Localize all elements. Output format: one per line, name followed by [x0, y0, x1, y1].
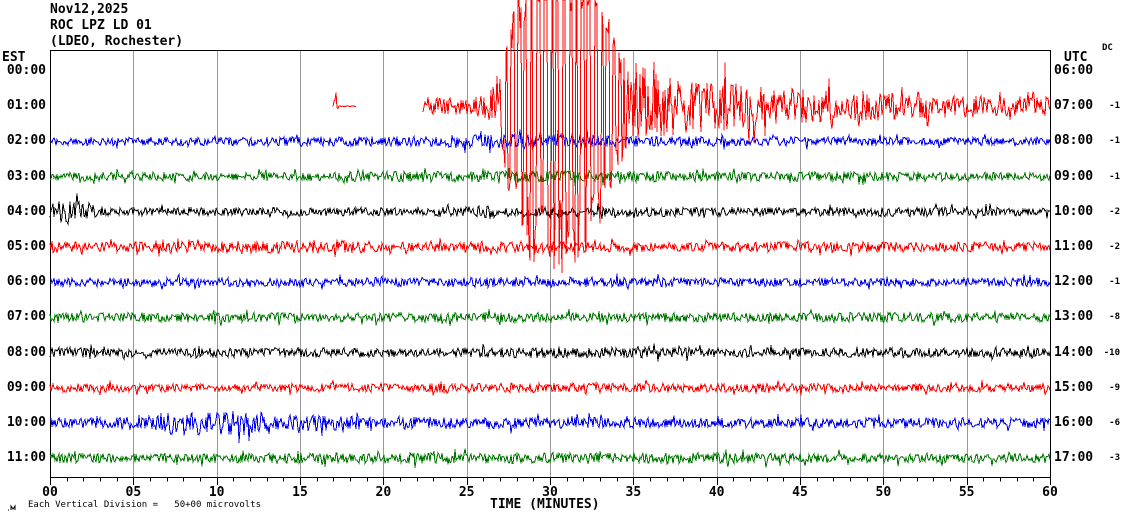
dc-offset-value: -2 — [1109, 242, 1120, 252]
est-hour-label: 11:00 — [6, 450, 46, 466]
utc-hour-label: 08:00 — [1054, 133, 1094, 149]
utc-hour-label: 13:00 — [1054, 309, 1094, 325]
dc-offset-value: -1 — [1109, 171, 1120, 182]
utc-hour-label: 12:00 — [1054, 274, 1094, 290]
record-date: Nov12,2025 — [50, 2, 129, 17]
utc-hour-label: 07:00 — [1054, 98, 1094, 114]
est-hour-label: 00:00 — [6, 63, 46, 78]
est-hour-label: 04:00 — [6, 203, 46, 219]
x-tick-label: 20 — [375, 485, 392, 500]
station-id: ROC LPZ LD 01 — [50, 18, 152, 33]
seismogram-trace-0900 — [49, 379, 1051, 396]
dc-offset-value: -8 — [1109, 312, 1120, 323]
est-hour-label: 02:00 — [6, 133, 46, 149]
utc-hour-label: 15:00 — [1054, 379, 1094, 395]
dc-column-header: DC — [1102, 43, 1113, 53]
dc-offset-value: -3 — [1109, 453, 1120, 464]
dc-offset-value: -10 — [1103, 347, 1120, 358]
x-tick-label: 10 — [208, 485, 225, 500]
x-tick-label: 60 — [1042, 485, 1058, 500]
seismogram-trace-0700 — [49, 308, 1051, 327]
station-location: (LDEO, Rochester) — [50, 34, 184, 49]
x-axis-title: TIME (MINUTES) — [490, 497, 600, 512]
x-tick-label: 30 — [542, 485, 558, 500]
x-tick-label: 05 — [125, 485, 142, 500]
x-tick-label: 40 — [708, 485, 725, 500]
seismogram-trace-0200 — [49, 129, 1051, 154]
calibration-squiggle-icon — [8, 504, 16, 511]
title-block: Nov12,2025 ROC LPZ LD 01 (LDEO, Rocheste… — [50, 2, 183, 50]
x-tick-label: 45 — [792, 485, 808, 500]
left-timezone-label: EST — [2, 50, 26, 65]
x-tick-label: 25 — [458, 485, 475, 500]
est-hour-label: 07:00 — [6, 309, 46, 325]
dc-offset-value: -6 — [1109, 418, 1120, 428]
utc-hour-label: 16:00 — [1054, 415, 1094, 430]
utc-hour-label: 10:00 — [1054, 203, 1094, 219]
est-hour-label: 09:00 — [6, 379, 46, 395]
scale-note: Each Vertical Division = 50+00 microvolt… — [28, 500, 261, 510]
x-tick-label: 55 — [958, 485, 975, 500]
utc-hour-label: 09:00 — [1054, 168, 1094, 184]
seismogram-trace-1100 — [49, 448, 1051, 468]
right-timezone-label: UTC — [1064, 50, 1088, 65]
x-tick-label: 50 — [875, 485, 892, 500]
est-hour-label: 01:00 — [6, 98, 46, 114]
x-tick-label: 15 — [292, 485, 308, 500]
seismogram-trace-0300 — [49, 167, 1051, 187]
est-hour-label: 06:00 — [6, 274, 46, 290]
utc-hour-label: 17:00 — [1054, 450, 1094, 466]
seismogram-trace-0100 — [332, 92, 357, 110]
seismogram-trace-0100 — [422, 0, 1051, 274]
est-hour-label: 08:00 — [6, 344, 46, 360]
utc-hour-label: 06:00 — [1054, 63, 1094, 78]
dc-offset-value: -1 — [1109, 101, 1120, 112]
dc-offset-value: -1 — [1109, 277, 1120, 288]
x-tick-label: 35 — [625, 485, 642, 500]
utc-hour-label: 14:00 — [1054, 344, 1094, 360]
est-hour-label: 03:00 — [6, 168, 46, 184]
seismogram-trace-1000 — [49, 410, 1051, 443]
dc-offset-value: -1 — [1109, 136, 1120, 147]
seismogram-trace-0800 — [49, 343, 1051, 362]
x-tick-label: 00 — [42, 485, 58, 500]
dc-offset-value: -9 — [1109, 382, 1120, 393]
dc-offset-value: -2 — [1109, 206, 1120, 217]
est-hour-label: 10:00 — [6, 415, 46, 430]
seismogram-trace-0600 — [50, 273, 1051, 291]
utc-hour-label: 11:00 — [1054, 239, 1094, 254]
est-hour-label: 05:00 — [6, 239, 46, 254]
seismogram-trace-0400 — [49, 193, 1051, 226]
